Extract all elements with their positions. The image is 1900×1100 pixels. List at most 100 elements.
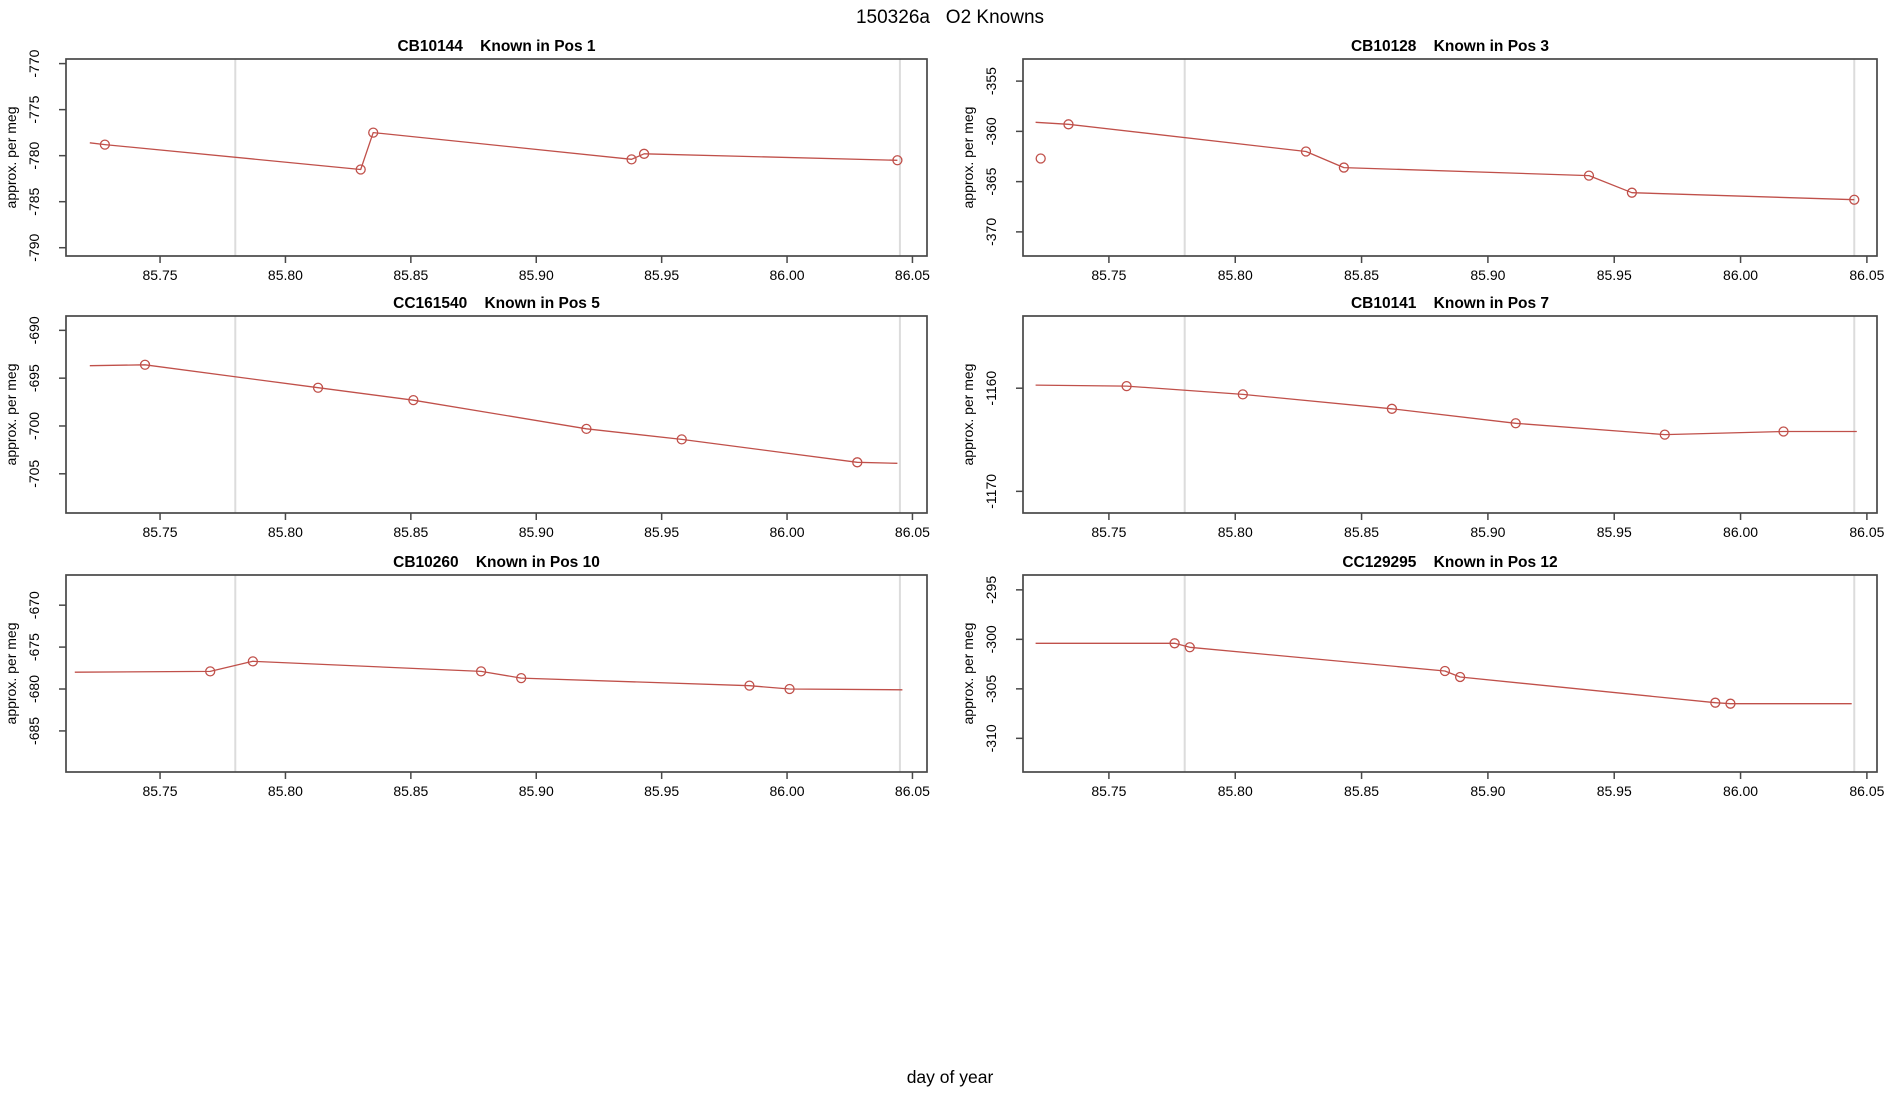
subplot-title: CC129295 Known in Pos 12 (1342, 554, 1557, 571)
x-axis-global-label: day of year (907, 1067, 994, 1087)
x-tick-label: 85.80 (268, 783, 303, 799)
x-tick-label: 85.90 (1470, 783, 1505, 799)
data-point (1710, 697, 1721, 708)
data-point (355, 164, 366, 175)
data-point (247, 656, 258, 667)
data-point (139, 359, 151, 370)
y-tick-label: -295 (983, 576, 999, 604)
data-point (1300, 146, 1312, 157)
x-tick-label: 86.00 (770, 524, 805, 540)
y-axis-title: approx. per meg (960, 623, 976, 725)
subplot-cb10141: 85.75 85.80 85.85 85.90 85.95 86.00 86.05 -1160… (960, 295, 1885, 540)
series-line (1035, 642, 1852, 705)
x-tick-label: 85.75 (1091, 267, 1126, 283)
x-tick-label: 85.95 (644, 267, 679, 283)
x-tick-label: 86.05 (895, 524, 930, 540)
x-tick-label: 86.00 (1723, 267, 1758, 283)
x-tick-label: 86.05 (1849, 524, 1884, 540)
data-point (1659, 429, 1670, 440)
data-point (1121, 380, 1132, 392)
x-tick-label: 85.90 (519, 267, 554, 283)
plot-frame (1022, 315, 1878, 514)
x-tick-label: 86.05 (895, 783, 930, 799)
x-tick-label: 85.80 (1218, 783, 1253, 799)
subplot-grid: 85.75 85.80 85.85 85.90 85.95 86.00 86.05 -770 -… (3, 38, 1885, 799)
x-tick-label: 85.95 (1597, 524, 1632, 540)
data-point (1778, 426, 1789, 437)
data-point (516, 672, 527, 684)
y-tick-label: -685 (26, 717, 42, 745)
x-tick-label: 85.80 (1218, 524, 1253, 540)
data-point (1169, 638, 1180, 649)
x-tick-label: 85.90 (1470, 267, 1505, 283)
subplot-cb10260: 85.75 85.80 85.85 85.90 85.95 86.00 86.05 -670 -… (3, 554, 930, 799)
x-tick-label: 86.05 (1849, 267, 1884, 283)
x-tick-label: 85.80 (1218, 267, 1253, 283)
x-tick-label: 85.85 (393, 267, 428, 283)
data-point (1063, 119, 1074, 130)
plot-frame (65, 315, 928, 514)
y-axis-title: approx. per meg (960, 107, 976, 209)
y-tick-label: -690 (26, 316, 42, 344)
y-tick-label: -790 (26, 233, 42, 261)
main-title: 150326a O2 Knowns (856, 7, 1044, 28)
y-tick-label: -780 (26, 141, 42, 169)
plot-frame (1022, 58, 1878, 257)
y-tick-label: -695 (26, 364, 42, 392)
series-line (89, 364, 898, 464)
y-tick-label: -355 (983, 67, 999, 95)
y-tick-label: -1170 (983, 474, 999, 509)
data-point (368, 127, 379, 138)
x-tick-label: 85.80 (268, 524, 303, 540)
data-point (408, 395, 419, 406)
data-point (1035, 153, 1046, 164)
x-tick-label: 85.90 (519, 783, 554, 799)
y-tick-label: -680 (26, 675, 42, 703)
x-tick-label: 85.95 (1597, 267, 1632, 283)
series-line (89, 131, 898, 171)
x-tick-label: 85.80 (268, 267, 303, 283)
data-point (1338, 162, 1350, 173)
data-point (676, 434, 687, 445)
y-axis-title: approx. per meg (3, 107, 19, 209)
data-point (1386, 403, 1398, 414)
x-tick-label: 85.75 (143, 267, 178, 283)
subplot-cc161540: 85.75 85.80 85.85 85.90 85.95 86.00 86.05 -690 -… (3, 295, 930, 540)
y-axis-title: approx. per meg (3, 364, 19, 466)
y-tick-label: -310 (983, 724, 999, 752)
data-point (1626, 187, 1638, 198)
x-tick-label: 85.75 (1091, 524, 1126, 540)
y-tick-label: -370 (983, 218, 999, 246)
plot-frame (65, 574, 928, 773)
subplot-cb10128: 85.75 85.80 85.85 85.90 85.95 86.00 86.05 -355 -… (960, 38, 1885, 283)
series-line (1035, 121, 1855, 201)
y-tick-label: -670 (26, 591, 42, 619)
x-tick-label: 86.00 (1723, 783, 1758, 799)
data-point (784, 683, 795, 695)
y-tick-label: -300 (983, 625, 999, 653)
data-point (1583, 170, 1595, 181)
x-tick-label: 85.85 (1344, 783, 1379, 799)
data-point (638, 148, 650, 159)
y-tick-label: -775 (26, 95, 42, 123)
data-point (1439, 665, 1451, 677)
x-tick-label: 85.90 (519, 524, 554, 540)
y-axis-title: approx. per meg (3, 623, 19, 725)
data-point (744, 680, 755, 691)
y-tick-label: -675 (26, 633, 42, 661)
x-tick-label: 85.95 (1597, 783, 1632, 799)
series-line (74, 660, 903, 691)
x-tick-label: 85.75 (143, 783, 178, 799)
y-tick-label: -705 (26, 460, 42, 488)
data-point (1849, 194, 1860, 205)
data-point (475, 666, 487, 677)
y-tick-label: -365 (983, 167, 999, 195)
x-tick-label: 85.90 (1470, 524, 1505, 540)
subplot-title: CB10260 Known in Pos 10 (393, 554, 600, 571)
x-tick-label: 85.85 (393, 524, 428, 540)
y-tick-label: -785 (26, 187, 42, 215)
subplot-title: CB10128 Known in Pos 3 (1351, 38, 1549, 55)
x-tick-label: 86.05 (1849, 783, 1884, 799)
